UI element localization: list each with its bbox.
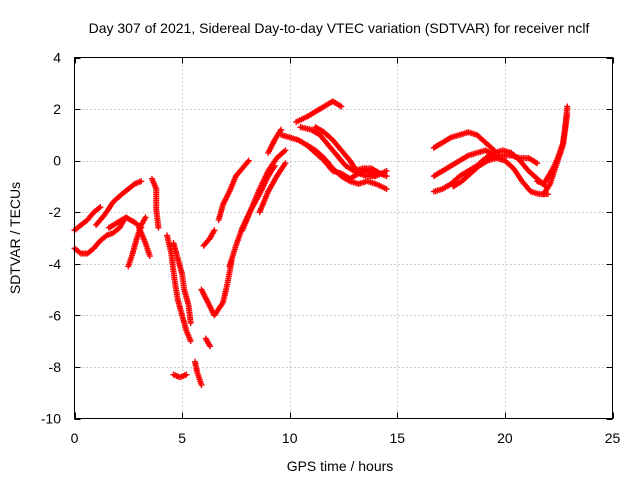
data-point	[278, 126, 285, 133]
data-point	[282, 160, 289, 167]
y-tick-label: -2	[49, 204, 62, 220]
data-point	[338, 103, 345, 110]
axis-ticks	[74, 57, 614, 420]
data-point	[383, 173, 390, 180]
x-tick-label: 15	[390, 430, 406, 446]
data-point	[138, 178, 145, 185]
x-tick-label: 25	[605, 430, 621, 446]
data-point	[183, 371, 190, 378]
x-tick-label: 20	[497, 430, 513, 446]
data-point	[564, 111, 571, 118]
x-tick-label: 5	[178, 430, 186, 446]
data-point	[207, 343, 214, 350]
y-tick-label: -6	[49, 307, 62, 323]
data-point	[534, 160, 541, 167]
y-tick-labels: 4 2 0 -2 -4 -6 -8 -10	[41, 50, 61, 427]
data-point	[211, 227, 218, 234]
data-point	[146, 253, 153, 260]
data-point	[564, 103, 571, 110]
y-tick-label: 0	[53, 153, 61, 169]
data-point	[96, 205, 103, 212]
x-axis-label: GPS time / hours	[287, 458, 394, 474]
data-point	[187, 338, 194, 345]
data-point	[76, 249, 83, 256]
data-point	[97, 204, 104, 211]
data-point	[383, 186, 390, 193]
y-tick-label: 4	[53, 50, 61, 66]
plot-frame	[74, 57, 613, 419]
y-tick-label: -8	[49, 359, 62, 375]
y-tick-label: -4	[49, 256, 62, 272]
x-tick-label: 10	[282, 430, 298, 446]
x-tick-labels: 0 5 10 15 20 25	[71, 430, 621, 446]
y-tick-label: 2	[53, 101, 61, 117]
data-point	[187, 320, 194, 327]
y-tick-label: -10	[41, 411, 61, 427]
data-point	[155, 224, 162, 231]
data-point	[245, 157, 252, 164]
data-point	[142, 214, 149, 221]
grid-lines	[74, 57, 613, 419]
y-axis-label: SDTVAR / TECUs	[7, 182, 23, 294]
data-point	[282, 147, 289, 154]
data-point	[383, 167, 390, 174]
data-point	[244, 158, 251, 165]
data-point	[198, 381, 205, 388]
chart-title: Day 307 of 2021, Sidereal Day-to-day VTE…	[89, 20, 590, 36]
x-tick-label: 0	[71, 430, 79, 446]
data-points	[71, 98, 571, 388]
